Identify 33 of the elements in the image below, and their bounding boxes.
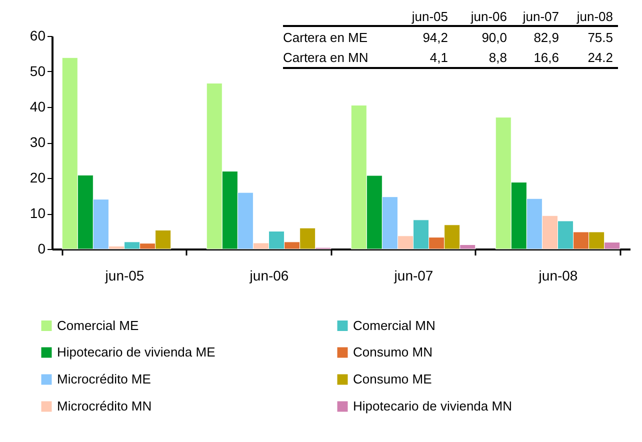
- annotation: 4,1: [430, 50, 448, 65]
- y-tick-label: 40: [30, 98, 46, 114]
- y-tick-label: 0: [38, 240, 46, 256]
- annotation: 8,8: [488, 50, 507, 65]
- annotation: Cartera en MN: [283, 50, 368, 65]
- y-tick-label: 30: [30, 134, 46, 150]
- annotation: 90,0: [482, 30, 507, 45]
- legend-label: Comercial ME: [57, 318, 139, 333]
- y-tick-label: 60: [30, 28, 46, 44]
- x-tick-label: jun-08: [538, 268, 578, 284]
- annotation: 94,2: [422, 30, 448, 45]
- text: jun-05: [410, 9, 448, 24]
- annotation: 82,9: [534, 30, 559, 45]
- annotation: 16,6: [534, 50, 559, 65]
- text: jun-06: [470, 9, 507, 24]
- y-tick-label: 50: [30, 63, 46, 79]
- annotation: Cartera en ME: [283, 30, 368, 45]
- text: jun-07: [522, 9, 559, 24]
- legend-label: Consumo MN: [353, 344, 432, 360]
- text: jun-08: [576, 9, 613, 24]
- x-tick-label: jun-05: [104, 268, 144, 284]
- legend-label: Hipotecario de vivienda MN: [353, 398, 512, 414]
- y-tick-label: 20: [30, 170, 46, 186]
- x-tick-label: jun-07: [393, 268, 434, 284]
- legend-label: Hipotecario de vivienda ME: [57, 344, 216, 360]
- legend-label: Microcrédito ME: [57, 372, 152, 386]
- y-tick-label: 10: [30, 205, 46, 221]
- x-tick-label: jun-06: [248, 268, 289, 284]
- legend-label: Comercial MN: [353, 318, 436, 333]
- legend-label: Consumo ME: [353, 372, 432, 386]
- legend-label: Microcrédito MN: [57, 398, 152, 414]
- annotation: 75.5: [588, 30, 613, 45]
- annotation: 24.2: [588, 50, 613, 65]
